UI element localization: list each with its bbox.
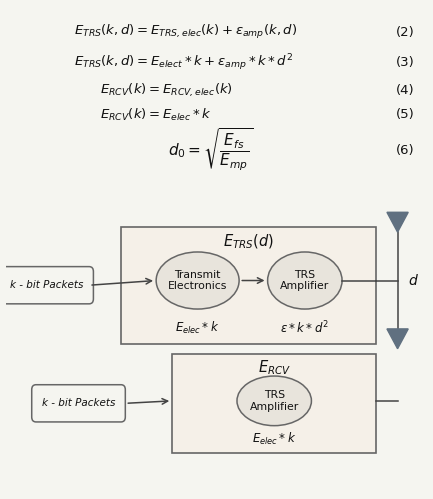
FancyBboxPatch shape [172, 354, 376, 453]
FancyBboxPatch shape [0, 266, 94, 304]
FancyBboxPatch shape [32, 385, 125, 422]
Text: d: d [408, 273, 417, 287]
Text: Transmit
Electronics: Transmit Electronics [168, 270, 227, 291]
Text: TRS
Amplifier: TRS Amplifier [280, 270, 330, 291]
Text: (5): (5) [396, 108, 414, 121]
Text: k - bit Packets: k - bit Packets [10, 280, 83, 290]
Text: k - bit Packets: k - bit Packets [42, 398, 115, 408]
Text: (4): (4) [396, 84, 414, 97]
Text: $E_{TRS}(d)$: $E_{TRS}(d)$ [223, 233, 274, 251]
Text: (3): (3) [396, 56, 414, 69]
Polygon shape [387, 212, 408, 232]
Ellipse shape [156, 252, 239, 309]
Text: $E_\mathregular{TRS}(k,d) = E_\mathregular{elect} * k + \epsilon_\mathregular{am: $E_\mathregular{TRS}(k,d) = E_\mathregul… [74, 52, 293, 73]
Text: $\epsilon*k*d^2$: $\epsilon*k*d^2$ [280, 319, 330, 336]
Text: (6): (6) [396, 144, 414, 157]
Text: $E_\mathregular{RCV}(k) = E_\mathregular{RCV,elec}(k)$: $E_\mathregular{RCV}(k) = E_\mathregular… [100, 82, 233, 99]
Text: $E_{elec}*k$: $E_{elec}*k$ [175, 320, 220, 336]
Text: $E_\mathregular{TRS}(k,d) = E_\mathregular{TRS,elec}(k) + \epsilon_\mathregular{: $E_\mathregular{TRS}(k,d) = E_\mathregul… [74, 23, 297, 41]
Ellipse shape [237, 376, 311, 426]
Text: $E_{RCV}$: $E_{RCV}$ [258, 358, 291, 377]
Text: $d_0 = \sqrt{\dfrac{E_{fs}}{E_{mp}}}$: $d_0 = \sqrt{\dfrac{E_{fs}}{E_{mp}}}$ [168, 127, 253, 174]
Text: (2): (2) [396, 25, 414, 38]
Ellipse shape [268, 252, 342, 309]
Polygon shape [387, 329, 408, 349]
Text: $E_\mathregular{RCV}(k) = E_\mathregular{elec} * k$: $E_\mathregular{RCV}(k) = E_\mathregular… [100, 106, 212, 123]
Text: $E_{elec}*k$: $E_{elec}*k$ [252, 431, 296, 447]
Text: TRS
Amplifier: TRS Amplifier [249, 390, 299, 412]
FancyBboxPatch shape [121, 227, 376, 344]
